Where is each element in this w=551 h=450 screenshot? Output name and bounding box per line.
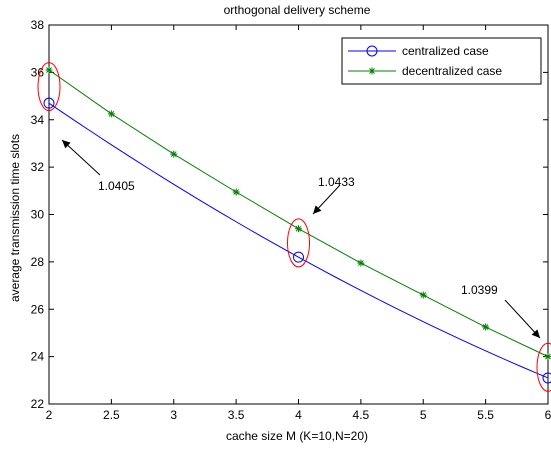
y-tick-label: 22 — [31, 397, 45, 411]
x-tick-label: 4 — [295, 408, 302, 422]
y-axis-label: average transmission time slots — [8, 134, 22, 302]
annotation-label: 1.0399 — [461, 283, 498, 297]
annotation-label: 1.0433 — [318, 175, 355, 189]
x-tick-label: 5.5 — [477, 408, 494, 422]
x-tick-label: 2.5 — [103, 408, 120, 422]
y-tick-label: 32 — [31, 160, 45, 174]
annotation-label: 1.0405 — [98, 179, 135, 193]
data-point-decentralized-case — [233, 188, 240, 195]
legend-label: decentralized case — [402, 64, 502, 78]
x-tick-label: 2 — [46, 408, 53, 422]
y-tick-label: 28 — [31, 255, 45, 269]
data-point-decentralized-case — [420, 292, 427, 299]
y-tick-label: 30 — [31, 208, 45, 222]
y-tick-label: 38 — [31, 18, 45, 32]
legend-label: centralized case — [402, 44, 489, 58]
x-tick-label: 5 — [420, 408, 427, 422]
x-axis-label: cache size M (K=10,N=20) — [226, 429, 368, 443]
data-point-decentralized-case — [170, 151, 177, 158]
x-tick-label: 6 — [545, 408, 551, 422]
data-point-decentralized-case — [357, 260, 364, 267]
y-tick-label: 24 — [31, 350, 45, 364]
y-tick-label: 34 — [31, 113, 45, 127]
data-point-decentralized-case — [545, 353, 551, 360]
x-tick-label: 4.5 — [353, 408, 370, 422]
x-tick-label: 3.5 — [228, 408, 245, 422]
x-tick-label: 3 — [170, 408, 177, 422]
chart-title: orthogonal delivery scheme — [224, 3, 371, 17]
legend: centralized case decentralized case — [342, 38, 541, 84]
y-tick-label: 26 — [31, 302, 45, 316]
data-point-decentralized-case — [295, 225, 302, 232]
data-point-decentralized-case — [482, 324, 489, 331]
data-point-decentralized-case — [108, 110, 115, 117]
data-point-decentralized-case — [46, 67, 53, 74]
legend-marker — [369, 68, 376, 75]
